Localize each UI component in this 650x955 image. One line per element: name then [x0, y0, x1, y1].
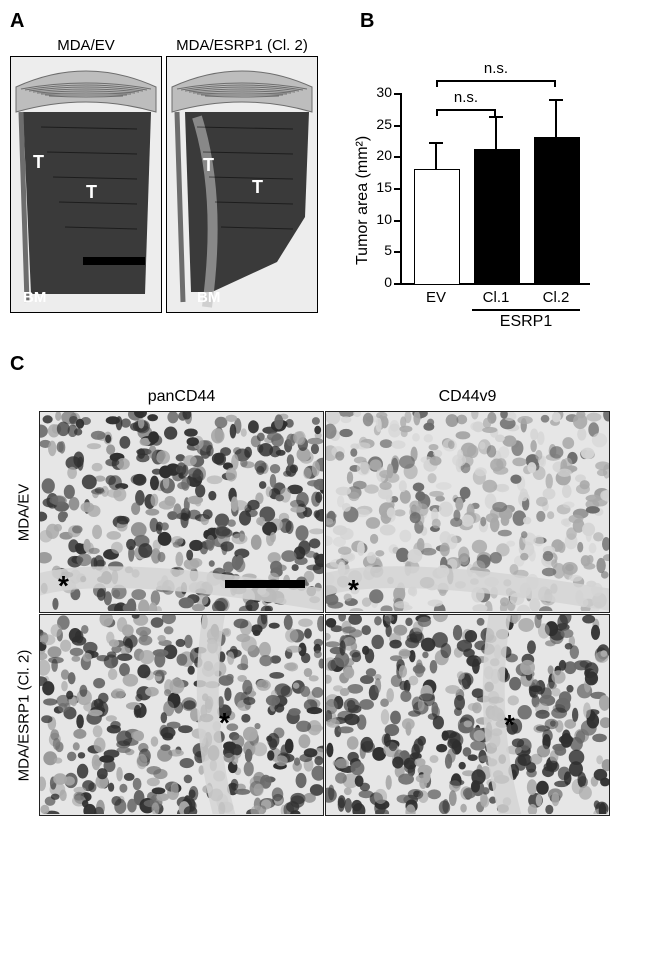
panel-a: A MDA/EV T T BM MDA/ESRP1 (Cl. 2)	[10, 10, 340, 333]
bar-chart: 051015202530Tumor area (mm²)EVCl.1Cl.2ES…	[340, 43, 600, 333]
panel-c-grid: panCD44 CD44v9 MDA/EV * * MDA/ESRP1 (Cl.…	[10, 388, 610, 816]
scale-bar-panel-a	[83, 257, 145, 265]
col-title-0: panCD44	[39, 388, 324, 410]
asterisk-marker: *	[219, 707, 230, 739]
panel-a-images: MDA/EV T T BM MDA/ESRP1 (Cl. 2) T T	[10, 37, 340, 313]
scale-bar-panel-c	[225, 580, 305, 588]
panel-a-left-wrap: MDA/EV T T BM	[10, 37, 162, 313]
asterisk-marker: *	[504, 709, 515, 741]
tissue-svg-right	[167, 57, 317, 312]
micrograph-r0-c0: *	[39, 411, 324, 613]
asterisk-marker: *	[348, 574, 359, 606]
panel-a-label: A	[10, 10, 340, 33]
figure-root: A MDA/EV T T BM MDA/ESRP1 (Cl. 2)	[10, 10, 640, 816]
panel-b: B 051015202530Tumor area (mm²)EVCl.1Cl.2…	[340, 10, 640, 333]
row-title-0: MDA/EV	[10, 411, 38, 613]
grid-spacer	[10, 388, 38, 410]
micrograph-r1-c0: *	[39, 614, 324, 816]
row-title-1: MDA/ESRP1 (Cl. 2)	[10, 614, 38, 816]
micrograph-r0-c1: *	[325, 411, 610, 613]
top-row: A MDA/EV T T BM MDA/ESRP1 (Cl. 2)	[10, 10, 640, 333]
panel-a-right-title: MDA/ESRP1 (Cl. 2)	[166, 37, 318, 54]
col-title-1: CD44v9	[325, 388, 610, 410]
bar-Cl.2	[534, 137, 580, 285]
panel-c: C panCD44 CD44v9 MDA/EV * * MDA/ESRP1 (C…	[10, 353, 640, 816]
panel-b-label: B	[360, 10, 640, 33]
histology-image-right: T T BM	[166, 56, 318, 313]
bar-Cl.1	[474, 149, 520, 285]
panel-a-left-title: MDA/EV	[10, 37, 162, 54]
panel-c-label: C	[10, 353, 640, 376]
tissue-svg-left	[11, 57, 161, 312]
micrograph-r1-c1: *	[325, 614, 610, 816]
panel-a-right-wrap: MDA/ESRP1 (Cl. 2) T T BM	[166, 37, 318, 313]
asterisk-marker: *	[58, 570, 69, 602]
bar-EV	[414, 169, 460, 285]
histology-image-left: T T BM	[10, 56, 162, 313]
